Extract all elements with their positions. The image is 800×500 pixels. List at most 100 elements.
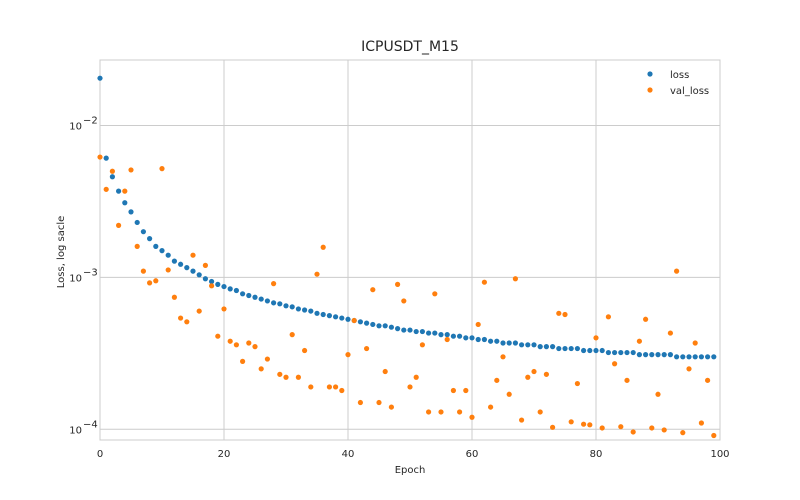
data-point [661, 352, 667, 358]
data-point [711, 432, 717, 439]
data-point [574, 380, 581, 387]
data-point [382, 323, 388, 329]
data-point [351, 317, 357, 324]
data-point [506, 340, 512, 346]
data-point [643, 352, 649, 358]
data-point [196, 308, 202, 314]
data-point [103, 186, 109, 192]
data-point [481, 279, 487, 285]
data-point [401, 298, 407, 304]
data-point [550, 344, 556, 350]
data-point [500, 340, 506, 346]
data-point [376, 399, 382, 406]
data-point [227, 338, 233, 344]
data-point [264, 298, 270, 304]
data-point [581, 421, 587, 427]
data-point [289, 332, 295, 338]
data-point [128, 209, 134, 215]
data-point [711, 354, 717, 360]
x-tick-labels: 0 20 40 60 80 100 [97, 449, 730, 460]
data-point [128, 167, 134, 173]
data-point [531, 342, 537, 348]
data-point [165, 252, 171, 258]
data-point [134, 219, 140, 226]
data-point [109, 174, 115, 180]
data-point [264, 356, 270, 362]
data-point [413, 374, 419, 380]
y-tick-label: 10 [69, 122, 82, 133]
data-point [171, 294, 177, 300]
data-point [103, 155, 109, 161]
data-point [184, 319, 190, 325]
data-point [109, 168, 115, 174]
data-point [618, 424, 624, 430]
data-point [320, 311, 326, 318]
data-point [178, 315, 184, 321]
data-point [543, 344, 550, 350]
data-point [574, 345, 581, 352]
data-point [314, 310, 320, 316]
data-point [364, 320, 370, 326]
data-point [500, 354, 506, 360]
data-point [686, 366, 692, 372]
data-point [432, 291, 438, 297]
data-point [705, 354, 711, 360]
data-point [221, 283, 227, 290]
data-point [252, 294, 258, 300]
data-point [537, 409, 543, 415]
data-point [401, 327, 407, 333]
series-val-loss [97, 154, 717, 439]
x-tick-label: 60 [466, 449, 479, 460]
data-point [568, 419, 574, 425]
data-point [463, 335, 469, 341]
data-point [97, 75, 103, 81]
x-tick-label: 80 [590, 449, 603, 460]
data-point [116, 188, 122, 194]
data-point [190, 252, 196, 258]
data-point [618, 349, 624, 356]
data-point [531, 368, 537, 375]
data-point [178, 261, 184, 267]
data-point [587, 347, 593, 354]
data-point [258, 366, 264, 372]
data-point [494, 338, 500, 344]
data-point [649, 425, 655, 431]
data-point [692, 340, 698, 346]
data-point [97, 154, 103, 160]
data-point [599, 425, 605, 431]
data-point [134, 243, 140, 249]
data-point [587, 422, 593, 428]
data-point [122, 188, 128, 194]
data-point [444, 332, 450, 338]
data-point [370, 321, 376, 328]
data-point [562, 311, 568, 318]
data-point [680, 430, 686, 436]
data-point [345, 316, 351, 322]
data-point [209, 283, 215, 289]
data-point [388, 404, 394, 410]
y-axis-label: Loss, log sacle [56, 216, 67, 288]
data-point [593, 347, 599, 354]
data-point [345, 352, 351, 358]
data-point [227, 286, 233, 292]
data-point [519, 342, 525, 348]
data-point [233, 287, 239, 294]
data-point [488, 404, 494, 410]
data-point [159, 166, 165, 172]
data-point [612, 361, 618, 367]
data-point [153, 243, 159, 249]
data-point [599, 347, 605, 354]
data-point [413, 328, 419, 335]
data-point [122, 200, 128, 206]
data-point [233, 342, 239, 348]
data-point [240, 358, 246, 364]
data-point [326, 313, 332, 319]
x-tick-label: 40 [342, 449, 355, 460]
data-point [649, 352, 655, 358]
data-point [209, 278, 215, 285]
data-point [438, 332, 444, 338]
data-point [680, 354, 686, 360]
y-tick-label: 10 [69, 273, 82, 284]
data-point [388, 324, 394, 330]
